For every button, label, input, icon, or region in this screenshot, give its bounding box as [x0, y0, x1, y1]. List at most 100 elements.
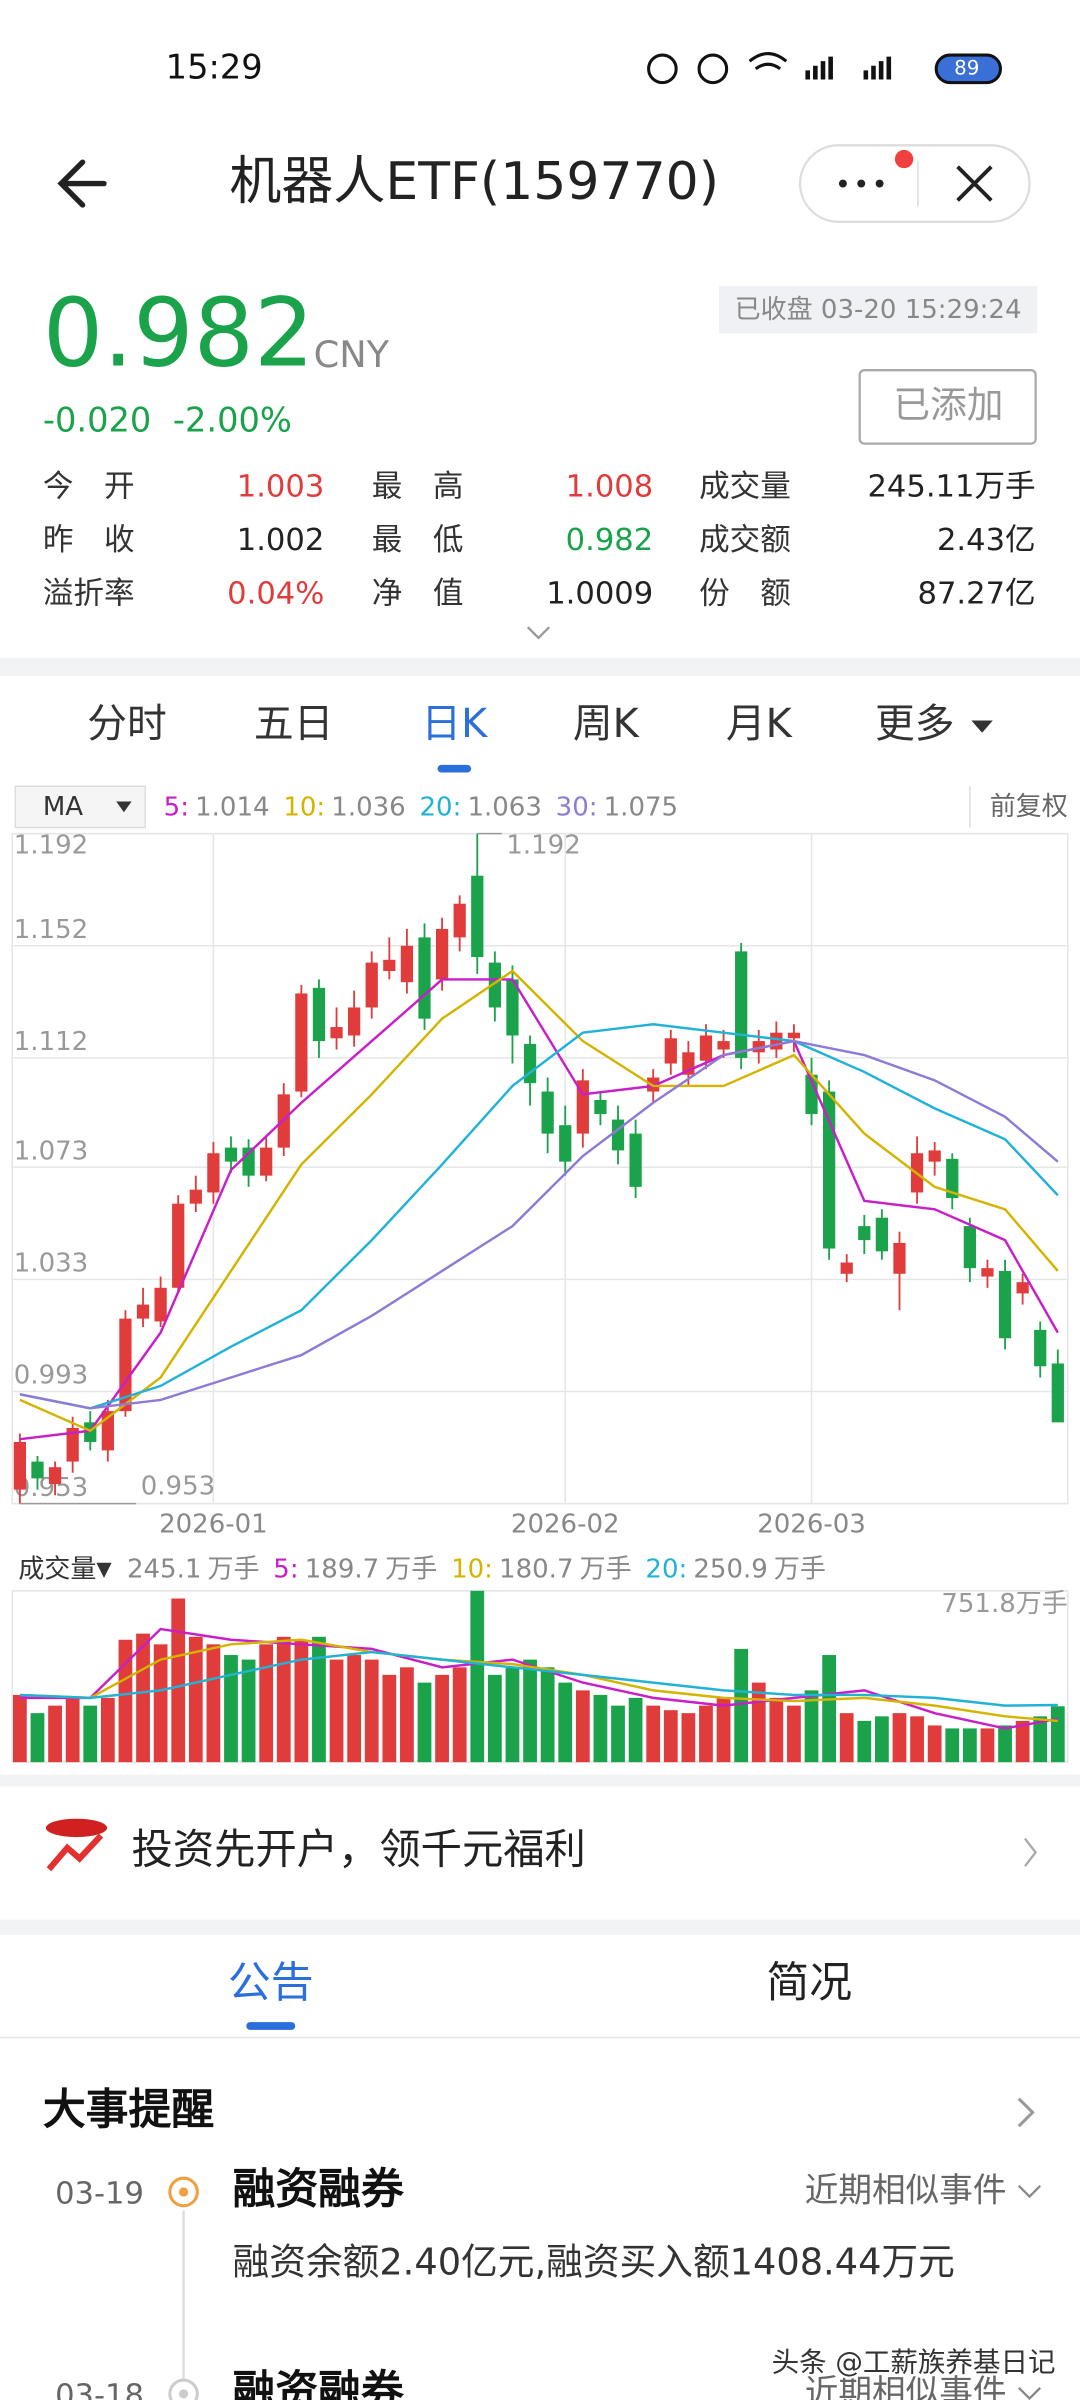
banner-icon: [45, 1818, 108, 1872]
candle-body: [207, 1153, 220, 1193]
volume-bar: [681, 1713, 696, 1763]
candle-body: [295, 993, 308, 1092]
events-title: 大事提醒: [43, 2085, 214, 2135]
added-button[interactable]: [858, 369, 1037, 445]
candle-body: [400, 945, 414, 983]
volume-bar: [523, 1659, 537, 1763]
ma-line: [19, 1650, 1058, 1707]
ma-line: [19, 1638, 1058, 1723]
min-label: 0.953: [141, 1471, 215, 1501]
volume-bar: [646, 1705, 661, 1763]
candle-body: [523, 1043, 537, 1084]
candle-body: [875, 1217, 889, 1252]
candle-body: [418, 937, 431, 1019]
volume-bar: [259, 1644, 274, 1763]
period-tab[interactable]: 更多: [875, 701, 955, 747]
candle-body: [224, 1147, 238, 1162]
volume-bar: [364, 1659, 379, 1763]
stat-value: 1.008: [566, 469, 654, 504]
info-tab[interactable]: 公告: [228, 1958, 314, 2008]
volume-bar: [892, 1713, 907, 1763]
volume-bar: [65, 1697, 80, 1763]
candle-body: [893, 1242, 906, 1274]
volume-bar: [470, 1590, 485, 1763]
event-link[interactable]: 近期相似事件: [805, 2372, 1007, 2400]
period-tab[interactable]: 五日: [254, 701, 334, 747]
candle-body: [365, 962, 378, 1008]
volume-bar: [945, 1728, 960, 1763]
expand[interactable]: [526, 626, 550, 640]
separator: [0, 1774, 1080, 1787]
info-tab[interactable]: 简况: [766, 1958, 852, 2008]
stat-label: 成交额: [699, 523, 791, 558]
chevron[interactable]: [1017, 2097, 1035, 2128]
period-tab[interactable]: 月K: [726, 701, 793, 747]
info-tabs: 公告 简况: [228, 1958, 852, 2030]
volume-bar: [171, 1598, 186, 1763]
legend-unit: 万手: [208, 1554, 260, 1584]
stat-label: 昨 收: [43, 523, 135, 558]
volume-bar: [276, 1636, 291, 1763]
volume-bar: [83, 1705, 98, 1763]
timeline-dot-core: [178, 2187, 189, 2197]
period-tab[interactable]: 日K: [421, 701, 488, 747]
y-tick-label: 1.152: [14, 915, 88, 945]
stat-label: 最 低: [372, 523, 464, 558]
volume-bar: [329, 1659, 344, 1763]
legend-name: 20:: [419, 792, 461, 822]
volume-bar: [400, 1667, 414, 1763]
volume-bar: [1015, 1720, 1030, 1763]
candle-body: [629, 1133, 642, 1187]
volume-bar: [751, 1682, 766, 1763]
event-title: 融资融券: [233, 2164, 405, 2214]
banner-text[interactable]: 投资先开户，领千元福利: [132, 1825, 586, 1873]
dropdown-icon: [116, 801, 132, 813]
candle-body: [840, 1262, 853, 1274]
volume-bar: [787, 1705, 801, 1763]
candle-body: [453, 903, 466, 938]
volume-bar: [505, 1667, 520, 1763]
trade-status: 已收盘 03-20 15:29:24: [735, 295, 1022, 325]
change: -0.020: [43, 401, 151, 440]
candle-body: [752, 1041, 765, 1053]
candle-body: [735, 951, 748, 1058]
volume-bar: [593, 1694, 608, 1763]
change-pct: -2.00%: [173, 401, 292, 440]
event-link[interactable]: 近期相似事件: [805, 2170, 1007, 2209]
candle-body: [998, 1270, 1012, 1339]
stat-value: 1.0009: [546, 577, 653, 612]
events: 03-19 融资融券 近期相似事件融资余额2.40亿元,融资买入额1408.44万元…: [55, 2164, 1042, 2400]
period-tab[interactable]: 分时: [87, 701, 167, 747]
volume-bar: [153, 1644, 168, 1763]
tab-indicator: [437, 764, 472, 773]
volume-bar: [875, 1716, 889, 1763]
legend-value: 1.063: [467, 792, 541, 822]
candle-body: [172, 1203, 185, 1288]
price: 0.982: [43, 278, 314, 388]
back-button[interactable]: [57, 159, 107, 208]
stat-label: 成交量: [699, 469, 791, 504]
volume-bar: [716, 1697, 731, 1763]
event-desc: 融资余额2.40亿元,融资买入额1408.44万元: [233, 2240, 955, 2283]
close-button[interactable]: [956, 165, 993, 202]
y-tick-label: 1.073: [14, 1136, 88, 1166]
candle-body: [13, 1441, 27, 1490]
candlestick-chart: 2026-01 2026-02 2026-03 1.192 1.152 1.112 1.07…: [11, 792, 1069, 1540]
volume-bar: [417, 1682, 432, 1763]
currency: CNY: [314, 333, 390, 376]
candle-body: [66, 1427, 79, 1462]
more-button[interactable]: [838, 179, 884, 188]
volume-bar: [188, 1636, 203, 1763]
event-date: 03-18: [55, 2378, 144, 2400]
legend-unit: 万手: [385, 1554, 437, 1584]
legend-name: 10:: [451, 1554, 493, 1584]
candle-body: [594, 1099, 607, 1114]
period-tab[interactable]: 周K: [573, 701, 640, 747]
y-tick-label: 1.033: [14, 1249, 88, 1279]
adjust-mode[interactable]: 前复权: [990, 792, 1068, 822]
candle-body: [506, 979, 519, 1036]
stat-value: 1.003: [237, 469, 325, 504]
y-tick-label: 0.993: [14, 1361, 88, 1391]
